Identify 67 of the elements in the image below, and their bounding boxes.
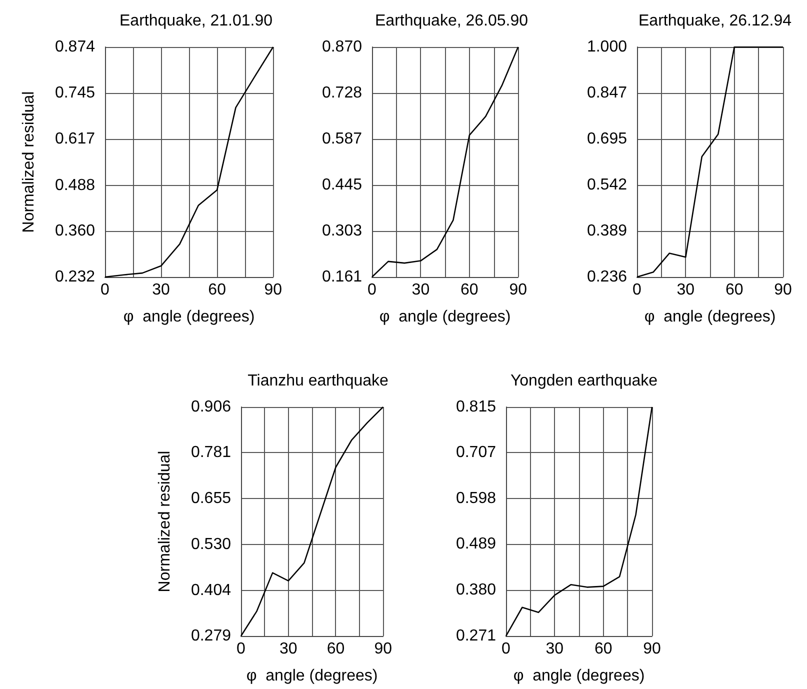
line-series xyxy=(240,406,384,637)
y-tick-label: 0.271 xyxy=(456,628,496,644)
y-tick-label: 0.874 xyxy=(54,38,96,56)
chart-title: Earthquake, 26.05.90 xyxy=(374,12,528,30)
x-tick-label: 60 xyxy=(460,282,478,298)
x-tick-label: 0 xyxy=(502,640,511,658)
y-tick-label: 0.781 xyxy=(190,444,232,462)
x-tick-label: 60 xyxy=(208,282,226,298)
y-tick-label: 0.707 xyxy=(456,444,496,461)
x-tick-label: 60 xyxy=(594,640,612,658)
y-tick-label: 0.404 xyxy=(190,582,232,599)
y-axis-title: Normalized residual xyxy=(20,91,38,233)
y-tick-label: 0.745 xyxy=(54,84,96,102)
y-tick-label: 0.695 xyxy=(586,130,628,148)
y-tick-label: 0.389 xyxy=(586,222,628,240)
x-tick-label: 90 xyxy=(643,640,661,658)
y-tick-label: 0.728 xyxy=(322,84,362,102)
x-tick-label: 30 xyxy=(279,640,298,658)
line-series xyxy=(636,46,784,278)
y-tick-label: 0.655 xyxy=(190,490,232,508)
line-series xyxy=(371,46,519,278)
x-tick-label: 90 xyxy=(264,282,282,298)
y-tick-label: 0.906 xyxy=(190,398,232,416)
y-tick-label: 0.236 xyxy=(586,268,628,286)
y-tick-label: 0.542 xyxy=(586,176,628,194)
y-tick-label: 0.232 xyxy=(54,268,96,286)
y-tick-label: 0.617 xyxy=(54,130,96,148)
x-axis-title: φ angle (degrees) xyxy=(513,668,645,684)
y-tick-label: 0.587 xyxy=(322,130,362,148)
x-tick-label: 30 xyxy=(676,282,695,298)
x-axis-title: φ angle (degrees) xyxy=(246,668,378,684)
x-axis-title: φ angle (degrees) xyxy=(644,308,776,326)
y-tick-label: 0.815 xyxy=(456,398,496,416)
y-tick-label: 0.380 xyxy=(456,582,496,599)
chart-title: Earthquake, 21.01.90 xyxy=(119,12,273,30)
y-tick-label: 0.489 xyxy=(456,536,496,553)
x-tick-label: 60 xyxy=(725,282,744,298)
y-tick-label: 1.000 xyxy=(586,38,628,56)
y-tick-label: 0.870 xyxy=(322,38,362,56)
x-tick-label: 90 xyxy=(509,282,528,298)
x-tick-label: 30 xyxy=(412,282,430,298)
y-tick-label: 0.530 xyxy=(190,536,232,553)
y-tick-label: 0.488 xyxy=(54,176,96,194)
x-tick-label: 0 xyxy=(632,282,642,298)
x-axis-title: φ angle (degrees) xyxy=(379,308,511,326)
chart-title: Yongden earthquake xyxy=(510,372,658,390)
chart-title: Tianzhu earthquake xyxy=(248,372,389,390)
x-tick-label: 30 xyxy=(152,282,170,298)
y-tick-label: 0.279 xyxy=(190,628,232,644)
y-tick-label: 0.598 xyxy=(456,490,496,507)
y-tick-label: 0.360 xyxy=(54,222,96,240)
y-tick-label: 0.445 xyxy=(322,176,362,194)
y-tick-label: 0.303 xyxy=(322,222,362,240)
x-tick-label: 30 xyxy=(546,640,564,658)
x-tick-label: 0 xyxy=(100,282,110,298)
line-series xyxy=(104,46,274,278)
y-tick-label: 0.847 xyxy=(586,84,628,102)
x-tick-label: 0 xyxy=(368,282,377,298)
x-tick-label: 60 xyxy=(326,640,345,658)
x-tick-label: 0 xyxy=(236,640,246,658)
x-tick-label: 90 xyxy=(774,282,792,298)
chart-title: Earthquake, 26.12.94 xyxy=(638,12,792,30)
x-axis-title: φ angle (degrees) xyxy=(123,308,255,326)
x-tick-label: 90 xyxy=(374,640,392,658)
y-axis-title: Normalized residual xyxy=(156,450,174,592)
line-series xyxy=(505,406,653,637)
y-tick-label: 0.161 xyxy=(322,268,362,286)
